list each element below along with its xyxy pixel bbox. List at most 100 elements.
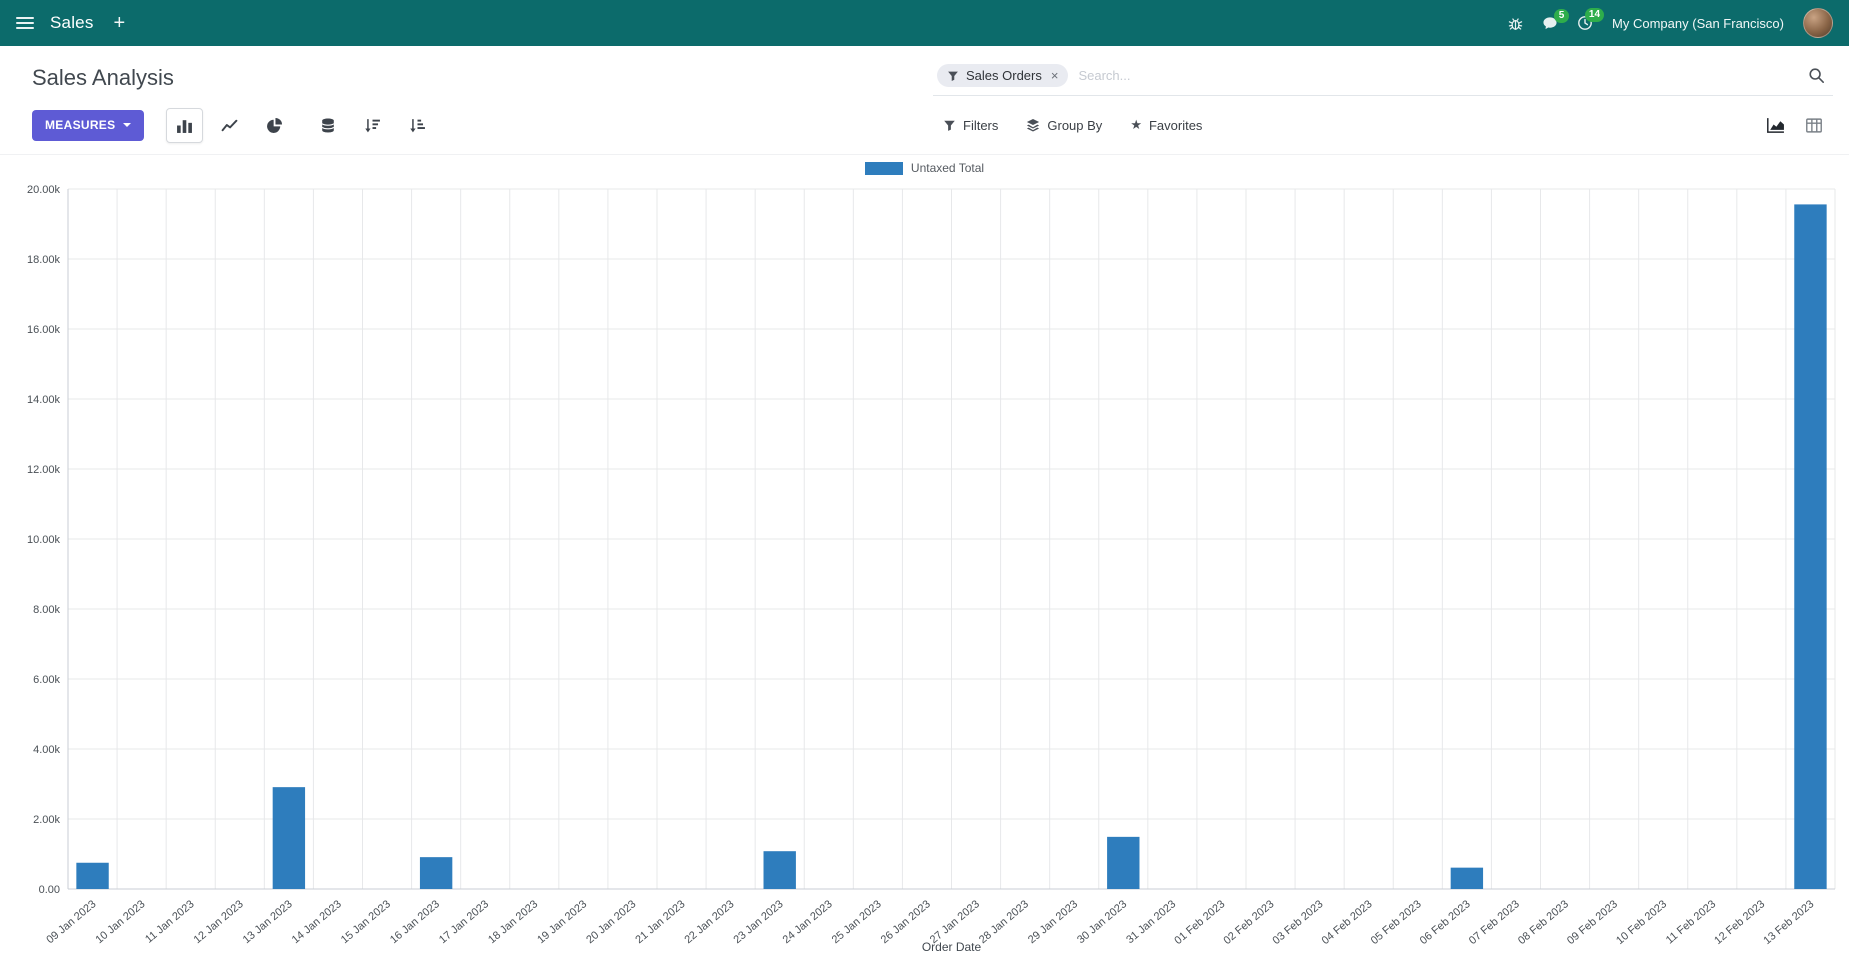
search-bar[interactable]: Sales Orders × — [933, 60, 1833, 96]
graph-view-button[interactable] — [1764, 115, 1787, 136]
facet-remove-icon[interactable]: × — [1050, 68, 1059, 83]
x-tick-label: 10 Feb 2023 — [1614, 898, 1669, 947]
filters-label: Filters — [963, 117, 999, 133]
bar[interactable] — [272, 787, 306, 889]
x-tick-label: 20 Jan 2023 — [584, 898, 638, 946]
view-switcher — [1764, 115, 1833, 136]
debug-bug-icon[interactable] — [1508, 16, 1523, 31]
search-menus-and-views: Filters Group By ★ Favorites — [933, 115, 1833, 136]
search-icon[interactable] — [1808, 67, 1825, 84]
x-tick-label: 19 Jan 2023 — [535, 898, 589, 946]
pivot-view-button[interactable] — [1803, 115, 1825, 136]
layers-icon — [1027, 119, 1040, 132]
x-tick-label: 06 Feb 2023 — [1418, 898, 1473, 947]
x-tick-label: 25 Jan 2023 — [830, 898, 884, 946]
pie-chart-button[interactable] — [256, 108, 293, 143]
messages-icon[interactable]: 5 — [1542, 8, 1570, 31]
measures-label: MEASURES — [45, 118, 116, 132]
x-tick-label: 08 Feb 2023 — [1516, 898, 1571, 947]
search-facet[interactable]: Sales Orders × — [937, 64, 1069, 87]
x-tick-label: 18 Jan 2023 — [486, 898, 540, 946]
filters-menu[interactable]: Filters — [943, 118, 998, 133]
chart-legend[interactable]: Untaxed Total — [0, 155, 1849, 181]
x-tick-label: 14 Jan 2023 — [290, 898, 344, 946]
x-tick-label: 04 Feb 2023 — [1320, 898, 1375, 947]
bar[interactable] — [76, 862, 109, 889]
y-tick-label: 14.00k — [27, 394, 61, 406]
app-name[interactable]: Sales — [50, 13, 94, 32]
page-title: Sales Analysis — [32, 65, 174, 90]
bar[interactable] — [419, 857, 453, 889]
groupby-menu[interactable]: Group By — [1026, 118, 1102, 133]
sort-ascending-icon — [410, 118, 426, 132]
search-input[interactable] — [1078, 68, 1798, 83]
x-tick-label: 07 Feb 2023 — [1467, 898, 1522, 947]
control-panel: Sales Analysis Sales Orders × MEASURES — [0, 46, 1849, 155]
messages-badge: 5 — [1554, 8, 1570, 23]
pie-chart-icon — [267, 117, 283, 133]
x-tick-label: 02 Feb 2023 — [1221, 898, 1276, 947]
plus-icon[interactable]: + — [113, 12, 126, 34]
bar[interactable] — [1450, 867, 1484, 889]
company-switcher[interactable]: My Company (San Francisco) — [1612, 15, 1784, 31]
x-tick-label: 27 Jan 2023 — [928, 898, 982, 946]
navbar-left: Sales + — [16, 13, 125, 33]
bar[interactable] — [1794, 204, 1827, 889]
groupby-label: Group By — [1047, 117, 1103, 133]
x-tick-label: 24 Jan 2023 — [781, 898, 835, 946]
y-tick-label: 18.00k — [27, 254, 61, 266]
x-tick-label: 03 Feb 2023 — [1271, 898, 1326, 947]
x-tick-label: 05 Feb 2023 — [1369, 898, 1424, 947]
x-tick-label: 13 Feb 2023 — [1761, 898, 1816, 947]
x-tick-label: 26 Jan 2023 — [879, 898, 933, 946]
activities-clock-icon[interactable]: 14 — [1577, 8, 1605, 31]
x-tick-label: 13 Jan 2023 — [241, 898, 295, 946]
y-tick-label: 0.00 — [39, 884, 60, 896]
chart-container: Untaxed Total 0.00 2.00k 4.00k 6.00k 8.00k 10… — [0, 155, 1849, 958]
apps-menu-icon[interactable] — [16, 17, 34, 29]
x-tick-label: 21 Jan 2023 — [633, 898, 687, 946]
sort-descending-button[interactable] — [354, 108, 391, 143]
stacked-button[interactable] — [309, 108, 346, 143]
bar[interactable] — [1107, 836, 1140, 889]
x-axis-title: Order Date — [922, 940, 982, 954]
x-tick-label: 12 Jan 2023 — [192, 898, 246, 946]
x-tick-label: 30 Jan 2023 — [1075, 898, 1129, 946]
line-chart-button[interactable] — [211, 108, 248, 143]
x-tick-label: 16 Jan 2023 — [388, 898, 442, 946]
favorites-menu[interactable]: ★ Favorites — [1130, 117, 1202, 133]
x-tick-label: 10 Jan 2023 — [93, 898, 147, 946]
navbar-right: 5 14 My Company (San Francisco) — [1508, 8, 1833, 38]
bar[interactable] — [763, 851, 796, 889]
x-tick-label: 31 Jan 2023 — [1124, 898, 1178, 946]
database-stack-icon — [321, 118, 335, 132]
facet-label: Sales Orders — [966, 68, 1042, 83]
y-tick-label: 16.00k — [27, 324, 61, 336]
x-tick-label: 28 Jan 2023 — [977, 898, 1031, 946]
sales-bar-chart: 0.00 2.00k 4.00k 6.00k 8.00k 10.00k 12.00k 14.0… — [27, 184, 1836, 954]
sort-ascending-button[interactable] — [399, 108, 436, 143]
measures-button[interactable]: MEASURES — [32, 109, 145, 141]
x-tick-label: 09 Feb 2023 — [1565, 898, 1620, 947]
star-icon: ★ — [1130, 117, 1142, 132]
graph-controls: MEASURES — [32, 107, 436, 143]
bar-chart-button[interactable] — [166, 107, 204, 143]
x-tick-label: 17 Jan 2023 — [437, 898, 491, 946]
legend-label: Untaxed Total — [910, 161, 985, 175]
x-tick-label: 29 Jan 2023 — [1026, 898, 1080, 946]
x-tick-label: 12 Feb 2023 — [1712, 898, 1767, 947]
top-navbar: Sales + 5 14 My Company (San Francisco) — [0, 0, 1849, 46]
x-tick-label: 11 Feb 2023 — [1664, 898, 1718, 946]
filter-funnel-icon — [948, 71, 958, 81]
pivot-table-icon — [1806, 117, 1822, 133]
x-tick-label: 01 Feb 2023 — [1172, 898, 1227, 947]
y-tick-label: 4.00k — [33, 744, 60, 756]
sort-descending-icon — [365, 118, 381, 132]
activities-badge: 14 — [1584, 8, 1605, 22]
y-tick-label: 2.00k — [33, 814, 60, 826]
x-tick-label: 15 Jan 2023 — [339, 898, 393, 946]
caret-down-icon — [123, 123, 132, 127]
user-avatar[interactable] — [1803, 8, 1833, 38]
area-chart-icon — [1767, 117, 1784, 133]
y-tick-label: 12.00k — [27, 464, 61, 476]
